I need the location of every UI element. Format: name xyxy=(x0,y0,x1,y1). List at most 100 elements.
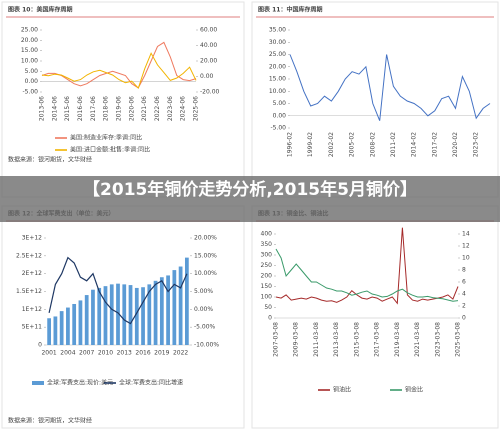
bar xyxy=(184,257,189,345)
y-tick-label: 20.00 xyxy=(269,63,286,70)
y-tick-label: 10.00 xyxy=(269,88,286,95)
y-tick-label: 25.00 xyxy=(21,27,38,34)
series-line xyxy=(275,227,459,305)
x-tick-label: 2022-06 xyxy=(154,96,161,121)
x-tick-label: 2025-03-08 xyxy=(455,322,462,357)
legend-label: 铜油比 xyxy=(333,386,351,394)
y-tick-label: -5.00 xyxy=(270,125,286,132)
y-tick-label: 5.00% xyxy=(194,288,213,295)
x-tick-label: 2013-03-08 xyxy=(333,322,340,357)
x-tick-label: 2022 xyxy=(173,350,188,357)
x-tick-label: 2016-06 xyxy=(77,96,84,121)
bar xyxy=(134,287,139,345)
bar xyxy=(66,307,70,345)
bar xyxy=(159,277,164,345)
x-tick-label: 2014-06 xyxy=(51,96,58,121)
x-tick-label: 2002-02 xyxy=(328,132,335,157)
bar xyxy=(141,287,145,345)
x-tick-label: 2017-02 xyxy=(431,132,438,157)
x-tick-label: 2014-02 xyxy=(411,132,418,157)
bar xyxy=(91,289,95,345)
x-tick-label: 2019-06 xyxy=(116,96,123,121)
banner-title: 【2015年铜价走势分析,2015年5月铜价】 xyxy=(83,180,417,200)
legend-label: 全球:军费支出:现价:美元 xyxy=(47,379,113,387)
y-tick-label: 15.00 xyxy=(21,47,38,54)
y-tick-label: 0.00% xyxy=(194,306,213,313)
x-tick-label: 2013 xyxy=(117,350,132,357)
y-tick-label: 0.00 xyxy=(25,78,39,85)
y-tick-label: 10.00 xyxy=(21,58,38,65)
y-tick-label: 0 xyxy=(38,342,42,349)
x-tick-label: 2015-06 xyxy=(64,96,71,121)
x-tick-label: 2023-03-08 xyxy=(434,322,441,357)
source-note: 数据来源：银河期货，文华财经 xyxy=(8,156,92,164)
bar xyxy=(116,283,120,345)
x-tick-label: 2023-02 xyxy=(473,132,480,157)
banner: 【2015年铜价走势分析,2015年5月铜价】 xyxy=(0,176,500,222)
y-tick-label: 200 xyxy=(261,273,273,280)
y-tick-label: 2 xyxy=(462,303,466,310)
y-tick-label: 40.00 xyxy=(200,42,217,49)
bar xyxy=(178,266,183,345)
series-line xyxy=(289,54,491,121)
bar xyxy=(109,284,114,345)
bar xyxy=(153,280,158,345)
y-tick-label: 15.00% xyxy=(194,252,217,259)
bar xyxy=(128,285,133,345)
y-tick-label: 50 xyxy=(264,304,272,311)
y-tick-label: 20.00% xyxy=(194,235,217,242)
legend-label: 美国:进口金额:批售:季调:同比 xyxy=(70,146,150,154)
y-tick-label: 150 xyxy=(261,283,273,290)
y-tick-label: 5.00 xyxy=(273,100,287,107)
y-tick-label: 0.00 xyxy=(273,112,287,119)
bar xyxy=(97,287,102,345)
y-tick-label: 100 xyxy=(261,294,273,301)
x-tick-label: 2001 xyxy=(41,350,56,357)
y-tick-label: 25.00 xyxy=(269,51,286,58)
y-tick-label: 15.00 xyxy=(269,76,286,83)
x-tick-label: 2017-03-08 xyxy=(374,322,381,357)
y-tick-label: 250 xyxy=(261,262,273,269)
series-line xyxy=(41,41,197,89)
x-tick-label: 2023-06 xyxy=(167,96,174,121)
y-tick-label: 2E+12 xyxy=(22,270,42,277)
x-tick-label: 2025-06 xyxy=(193,96,200,121)
y-tick-label: 3E+12 xyxy=(22,235,42,242)
y-tick-label: 2.5E+12 xyxy=(16,252,42,259)
legend-label: 美国:制造业库存:季调:同比 xyxy=(70,134,142,142)
x-tick-label: 2024-06 xyxy=(180,96,187,121)
x-tick-label: 2004 xyxy=(60,350,75,357)
y-tick-label: -10.00% xyxy=(194,342,219,349)
y-tick-label: 60.00 xyxy=(200,27,217,34)
y-tick-label: 5.00 xyxy=(25,68,39,75)
x-tick-label: 2011-02 xyxy=(390,132,397,157)
x-tick-label: 1996-02 xyxy=(287,132,294,157)
y-tick-label: 12 xyxy=(462,243,470,250)
x-tick-label: 2015-03-08 xyxy=(353,322,360,357)
x-tick-label: 2019-03-08 xyxy=(394,322,401,357)
y-tick-label: 10 xyxy=(462,255,470,262)
y-tick-label: 35.00 xyxy=(269,27,286,34)
chart-title: 图表 10：美国库存周期 xyxy=(8,6,72,14)
series-line xyxy=(41,52,197,90)
bar xyxy=(59,311,64,345)
y-tick-label: 400 xyxy=(261,231,273,238)
bar xyxy=(103,286,108,345)
y-tick-label: 10.00% xyxy=(194,270,217,277)
y-tick-label: 350 xyxy=(261,241,273,248)
x-tick-label: 2005-02 xyxy=(349,132,356,157)
y-tick-label: 30.00 xyxy=(269,39,286,46)
y-tick-label: 4 xyxy=(462,291,466,298)
x-tick-label: 1999-02 xyxy=(307,132,314,157)
x-tick-label: 2011-03-08 xyxy=(313,322,320,357)
y-tick-label: -5.00% xyxy=(194,324,216,331)
y-tick-label: 1.5E+12 xyxy=(16,288,42,295)
x-tick-label: 2018-06 xyxy=(103,96,110,121)
y-tick-label: 20.00 xyxy=(21,37,38,44)
series-line xyxy=(275,248,459,302)
bar xyxy=(166,275,170,345)
y-tick-label: -20.00 xyxy=(200,89,220,96)
y-tick-label: 14 xyxy=(462,231,470,238)
